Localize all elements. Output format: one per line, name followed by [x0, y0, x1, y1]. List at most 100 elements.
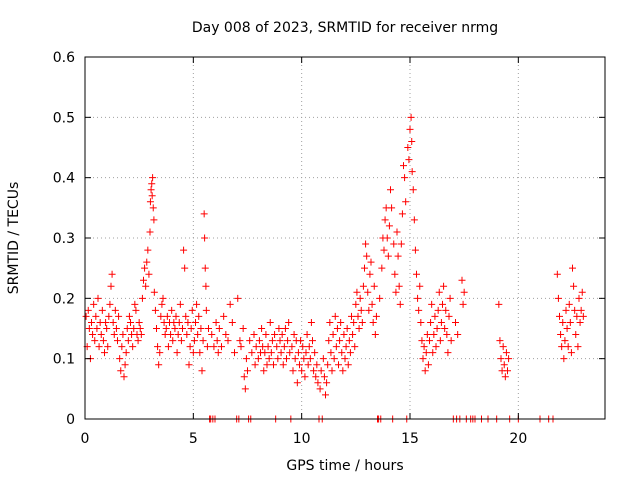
data-point	[348, 312, 355, 320]
data-point	[435, 288, 443, 296]
data-point	[384, 252, 392, 260]
x-tick-label: 5	[189, 431, 198, 447]
data-point	[313, 361, 321, 369]
data-point	[179, 325, 186, 332]
data-point	[328, 367, 336, 375]
data-point	[141, 264, 149, 272]
data-point	[150, 216, 158, 224]
data-point	[368, 300, 376, 308]
data-point	[574, 343, 582, 351]
data-point	[97, 331, 105, 339]
data-point	[108, 270, 116, 278]
data-point	[285, 318, 293, 326]
data-point	[415, 306, 423, 314]
data-point	[305, 343, 313, 351]
data-point	[258, 325, 266, 332]
data-point	[101, 349, 108, 357]
data-point	[205, 325, 212, 332]
data-point	[214, 349, 222, 357]
data-point	[109, 318, 117, 326]
data-point	[201, 234, 209, 242]
data-point	[134, 337, 142, 345]
data-point	[433, 325, 441, 332]
data-point	[557, 331, 565, 339]
data-point	[203, 343, 211, 351]
y-tick-label: 0.5	[53, 110, 75, 126]
data-point	[279, 361, 287, 369]
data-point	[202, 306, 210, 314]
data-point	[417, 318, 425, 326]
data-point	[89, 331, 97, 339]
data-point	[132, 306, 140, 314]
data-point	[371, 331, 379, 339]
data-point	[432, 343, 440, 351]
x-tick-label: 10	[293, 431, 311, 447]
data-point	[95, 343, 103, 351]
data-point	[429, 349, 437, 357]
data-point	[164, 343, 172, 351]
data-point	[363, 252, 371, 260]
data-point	[323, 379, 331, 387]
data-point	[421, 367, 429, 375]
data-point	[222, 331, 230, 339]
data-point	[317, 367, 325, 375]
data-point	[303, 331, 311, 339]
data-point	[418, 337, 426, 345]
data-point	[268, 337, 276, 345]
data-point	[573, 312, 581, 320]
data-point	[143, 258, 151, 266]
data-point	[184, 318, 192, 326]
data-point	[562, 306, 570, 314]
data-point	[307, 318, 315, 326]
data-point	[288, 343, 296, 351]
data-point	[319, 355, 327, 363]
data-point	[120, 373, 128, 381]
data-point	[294, 349, 302, 357]
data-point	[105, 312, 113, 320]
data-point	[501, 373, 509, 381]
data-point	[311, 349, 319, 357]
data-point	[140, 276, 147, 284]
data-point	[146, 198, 154, 206]
data-point	[330, 355, 338, 363]
data-point	[299, 343, 307, 351]
data-point	[182, 312, 190, 320]
data-point	[565, 300, 573, 308]
data-point	[407, 113, 415, 121]
data-point	[186, 343, 194, 351]
data-point	[224, 337, 232, 345]
data-point	[325, 337, 333, 345]
data-point	[201, 264, 209, 272]
y-tick-label: 0.1	[53, 352, 75, 368]
data-point	[84, 306, 92, 314]
data-point	[116, 355, 124, 363]
data-point	[193, 300, 201, 308]
data-point	[320, 373, 328, 381]
data-point	[155, 361, 163, 369]
data-point	[149, 204, 157, 212]
data-point	[400, 162, 407, 170]
data-point	[391, 270, 399, 278]
data-point	[283, 355, 290, 363]
data-point	[413, 270, 420, 278]
data-point	[234, 294, 242, 302]
data-point	[316, 385, 324, 393]
data-point	[397, 240, 405, 248]
data-point	[167, 331, 175, 339]
data-point	[241, 385, 249, 393]
data-point	[559, 318, 567, 326]
data-point	[270, 361, 277, 369]
data-point	[156, 349, 164, 357]
data-point	[388, 204, 396, 212]
data-point	[364, 288, 372, 296]
data-point	[385, 222, 393, 230]
data-point	[187, 325, 195, 332]
y-tick-label: 0.2	[53, 291, 75, 307]
data-point	[82, 312, 90, 320]
data-point	[436, 337, 444, 345]
data-point	[125, 312, 133, 320]
data-point	[280, 343, 288, 351]
data-point	[346, 349, 354, 357]
data-point	[395, 282, 403, 290]
data-point	[177, 337, 185, 345]
